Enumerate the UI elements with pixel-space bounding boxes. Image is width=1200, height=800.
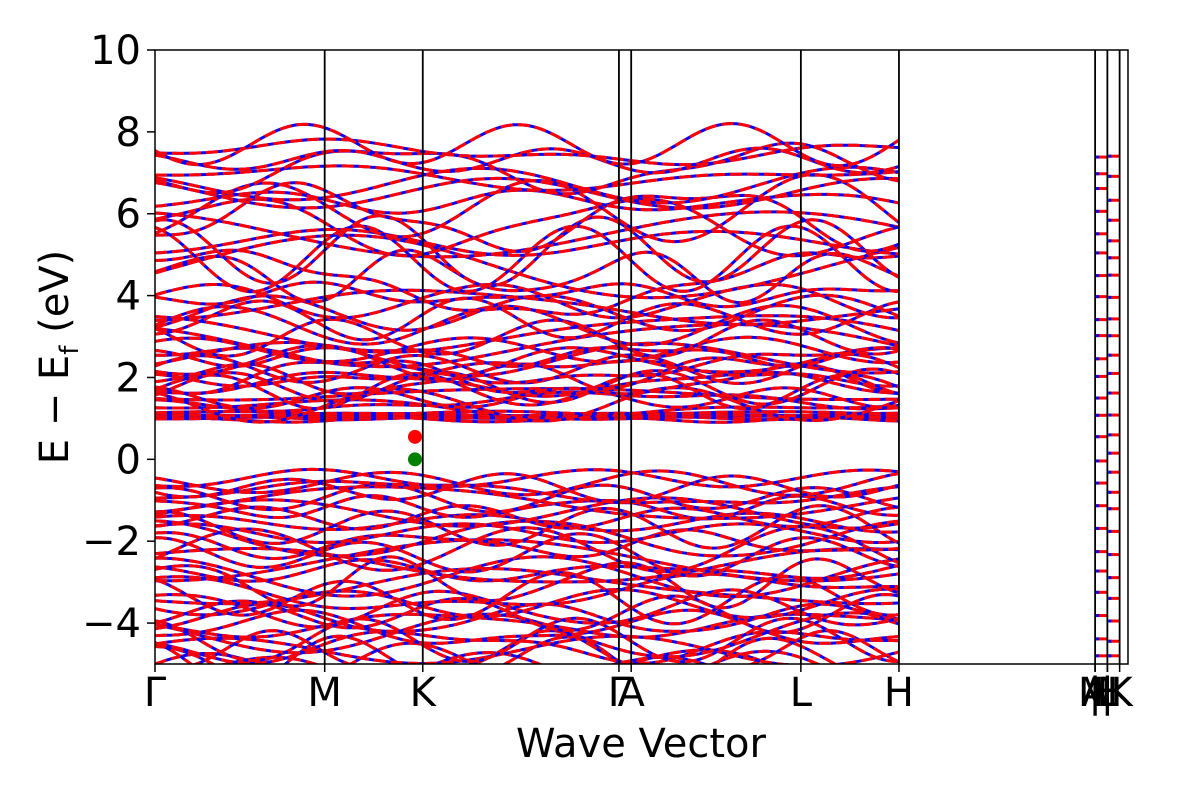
x-tick-label: | [1101, 670, 1114, 716]
y-tick-label: −2 [82, 519, 141, 565]
band-line-red [155, 588, 900, 629]
x-tick-label: L [1096, 670, 1119, 716]
band-line-red [155, 558, 900, 583]
y-tick-label: 0 [116, 437, 141, 483]
band-line-red [155, 248, 900, 316]
band-line-red [155, 467, 900, 489]
band-line-red [155, 496, 900, 530]
band-line-red [155, 673, 899, 692]
band-line-red [155, 122, 900, 168]
band-line-red [155, 485, 900, 520]
band-line-red [155, 398, 900, 420]
band-line-red [155, 233, 900, 300]
band-line-red [155, 386, 900, 424]
y-tick-label: 2 [116, 355, 141, 401]
x-tick-label: H [884, 670, 914, 716]
y-tick-label: 4 [116, 274, 141, 320]
x-tick-label: | [1088, 670, 1101, 716]
band-line-red [155, 323, 900, 369]
band-line-red [155, 372, 900, 411]
band-line-red [155, 210, 900, 259]
band-line-red [155, 525, 900, 574]
band-line-red [155, 197, 900, 258]
band-line-red [155, 572, 900, 610]
band-line-red [155, 164, 900, 192]
band-line-red [155, 532, 900, 578]
band-line-red [155, 528, 900, 560]
x-tick-label: A [617, 670, 645, 716]
x-tick-label: M [1078, 670, 1113, 716]
y-tick-label: −4 [82, 601, 141, 647]
band-line-red [155, 612, 900, 639]
x-axis-title: Wave Vector [516, 721, 767, 767]
band-line-red [155, 567, 900, 606]
band-line-red [155, 649, 822, 664]
band-edge-marker-cbm [407, 429, 422, 444]
band-line-red [155, 469, 900, 497]
band-line-red [155, 165, 900, 205]
band-line-red [155, 341, 900, 378]
x-axis-ticks: Γ M K ΓA L H AM|LH|K [144, 664, 1135, 716]
band-line-red [155, 479, 900, 505]
y-axis-title-unit: (eV) [32, 250, 78, 346]
band-line-red [155, 137, 900, 167]
band-line-red [155, 494, 899, 521]
y-tick-label: 6 [116, 192, 141, 238]
extrema-markers [407, 429, 422, 467]
band-line-red [219, 655, 709, 664]
band-line-red [155, 538, 900, 583]
band-line-red [155, 592, 900, 635]
plot-frame [154, 49, 1129, 665]
band-line-red [155, 522, 900, 544]
band-line-red [155, 141, 900, 196]
y-axis-ticks: 10 8 6 4 2 0 −2 −4 [82, 28, 155, 647]
band-line-red [155, 346, 900, 368]
x-tick-label: Γ [608, 670, 631, 716]
x-tick-label: H [1092, 670, 1122, 716]
band-line-red [155, 608, 900, 645]
band-line-red [155, 296, 900, 342]
band-line-red [155, 146, 900, 175]
x-tick-label: K [1107, 670, 1135, 716]
band-lines-group [155, 122, 1121, 692]
y-tick-label: 10 [90, 28, 141, 74]
y-axis-title-main: E − E [32, 355, 78, 465]
band-line-red [155, 176, 900, 210]
x-tick-label: K [410, 670, 438, 716]
band-line-red [155, 504, 900, 550]
y-axis-title: E − Ef (eV) [32, 250, 85, 465]
band-line-red [155, 367, 900, 406]
band-line-red [155, 634, 900, 664]
band-line-red [155, 214, 900, 288]
y-tick-label: 8 [116, 110, 141, 156]
high-symmetry-lines [323, 50, 1121, 664]
y-axis-title-subscript: f [55, 345, 85, 355]
band-edge-marker-vbm [407, 452, 422, 467]
band-line-red [155, 634, 839, 664]
band-line-red [155, 555, 900, 599]
x-tick-label: L [790, 670, 813, 716]
x-tick-label: M [307, 670, 342, 716]
x-tick-label: A [1081, 670, 1109, 716]
x-tick-label: Γ [144, 670, 167, 716]
band-line-blue [155, 673, 899, 692]
band-line-red [155, 314, 900, 354]
band-line-red [155, 293, 900, 333]
band-line-red [155, 248, 900, 305]
